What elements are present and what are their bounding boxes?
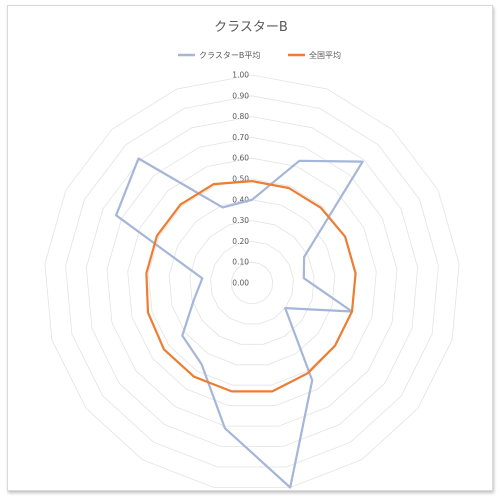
grid-ring [85,116,419,448]
series-line-1 [114,157,364,489]
data-series [114,157,364,489]
chart-title: クラスターB [214,20,288,35]
grid-ring [147,178,357,386]
legend-label-series-2: 全国平均 [309,50,341,60]
grid-ring [106,136,398,427]
tick-label: 0.00 [232,279,249,288]
grid-ring [210,240,294,325]
tick-label: 1.00 [232,71,249,80]
grid-ring [189,220,315,345]
tick-label: 0.30 [232,216,249,225]
grid-ring [230,261,274,304]
tick-label: 0.20 [232,237,249,246]
radial-tick-labels: 0.00 0.10 0.20 0.30 0.40 0.50 0.60 0.70 0.80 0.90… [232,71,249,288]
radar-grid [44,74,460,488]
tick-label: 0.50 [232,175,249,184]
legend-label-series-1: クラスターB平均 [199,50,260,60]
grid-ring [65,95,439,468]
tick-label: 0.10 [232,258,249,267]
grid-ring [44,74,460,488]
tick-label: 0.80 [232,112,249,121]
tick-label: 0.60 [232,154,249,163]
tick-label: 0.70 [232,133,249,142]
series-line-2 [145,180,357,393]
tick-label: 0.90 [232,91,249,100]
grid-ring [127,157,377,407]
legend: クラスターB平均 全国平均 [178,50,341,60]
tick-label: 0.40 [232,195,249,204]
grid-ring [168,199,336,366]
